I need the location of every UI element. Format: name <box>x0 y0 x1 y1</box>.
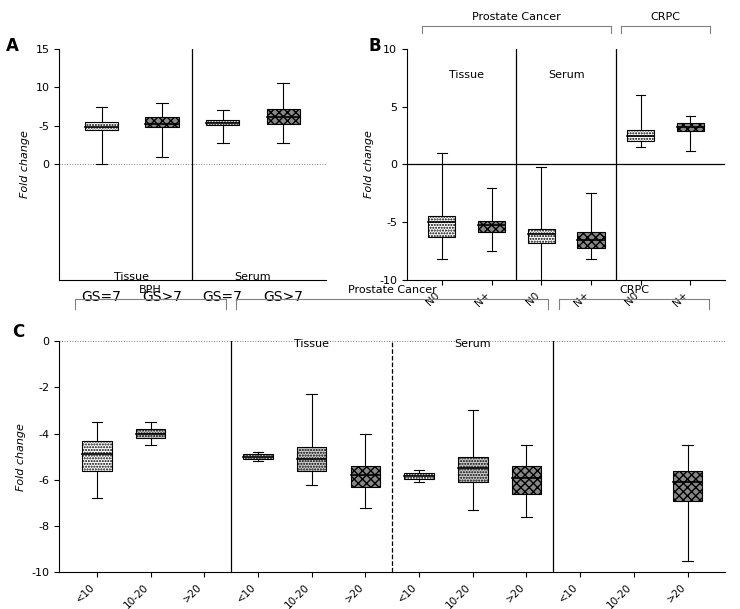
Text: B: B <box>369 37 381 55</box>
Text: Serum: Serum <box>454 339 491 349</box>
Bar <box>478 221 505 231</box>
Text: CRPC: CRPC <box>650 12 681 22</box>
Bar <box>428 217 456 238</box>
Bar <box>146 116 179 127</box>
Bar <box>511 466 541 494</box>
Bar <box>297 448 326 471</box>
Text: BPH: BPH <box>139 285 162 295</box>
Bar <box>528 229 555 243</box>
Bar <box>82 440 112 471</box>
Bar <box>351 466 380 487</box>
Bar <box>85 122 118 130</box>
Bar <box>135 429 165 438</box>
Y-axis label: Fold change: Fold change <box>364 130 374 199</box>
Text: Tissue: Tissue <box>449 69 484 80</box>
Bar <box>243 454 273 459</box>
Text: Tissue: Tissue <box>294 339 329 349</box>
Bar <box>627 130 654 141</box>
Text: Serum: Serum <box>235 272 272 283</box>
Bar <box>673 471 702 501</box>
Text: Prostate Cancer: Prostate Cancer <box>472 12 561 22</box>
Text: A: A <box>6 37 18 55</box>
Bar <box>206 120 239 125</box>
Y-axis label: Fold change: Fold change <box>16 423 26 491</box>
Bar <box>676 123 704 131</box>
Bar <box>404 473 434 479</box>
Bar <box>458 457 488 482</box>
Bar <box>577 231 605 248</box>
Y-axis label: Fold change: Fold change <box>20 130 30 199</box>
Text: C: C <box>13 323 25 340</box>
Text: Prostate Cancer: Prostate Cancer <box>348 285 437 295</box>
Text: Serum: Serum <box>548 69 585 80</box>
Text: Tissue: Tissue <box>115 272 149 283</box>
Bar <box>266 109 300 124</box>
Text: CRPC: CRPC <box>619 285 649 295</box>
